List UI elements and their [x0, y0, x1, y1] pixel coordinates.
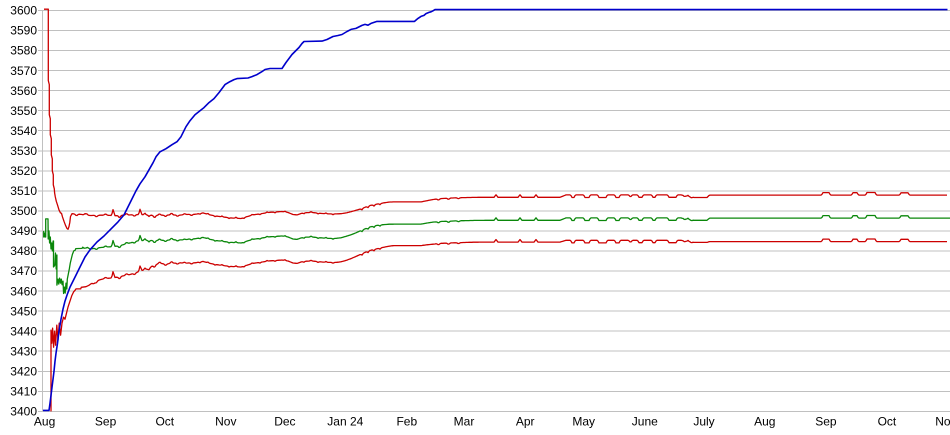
svg-text:3580: 3580: [10, 44, 37, 58]
svg-text:3410: 3410: [10, 385, 37, 399]
svg-text:Aug: Aug: [34, 415, 55, 429]
svg-text:Oct: Oct: [155, 415, 174, 429]
svg-text:Nov: Nov: [215, 415, 236, 429]
svg-text:3530: 3530: [10, 144, 37, 158]
svg-text:Oct: Oct: [878, 415, 897, 429]
svg-text:Sep: Sep: [815, 415, 837, 429]
svg-text:Mar: Mar: [454, 415, 475, 429]
svg-text:Nov: Nov: [935, 415, 950, 429]
svg-text:Jan 24: Jan 24: [327, 415, 363, 429]
svg-text:3520: 3520: [10, 164, 37, 178]
svg-text:Aug: Aug: [754, 415, 775, 429]
svg-text:July: July: [693, 415, 714, 429]
svg-text:Apr: Apr: [516, 415, 535, 429]
svg-text:Sep: Sep: [95, 415, 117, 429]
svg-text:3420: 3420: [10, 365, 37, 379]
svg-text:3560: 3560: [10, 84, 37, 98]
svg-text:3450: 3450: [10, 304, 37, 318]
svg-text:Feb: Feb: [396, 415, 417, 429]
svg-text:3460: 3460: [10, 284, 37, 298]
svg-text:3510: 3510: [10, 184, 37, 198]
svg-text:3440: 3440: [10, 324, 37, 338]
svg-text:June: June: [632, 415, 658, 429]
svg-text:3540: 3540: [10, 124, 37, 138]
svg-text:3590: 3590: [10, 24, 37, 38]
svg-text:3500: 3500: [10, 204, 37, 218]
svg-text:Dec: Dec: [274, 415, 295, 429]
svg-text:3480: 3480: [10, 244, 37, 258]
svg-text:3570: 3570: [10, 64, 37, 78]
svg-text:3400: 3400: [10, 405, 37, 419]
svg-text:3490: 3490: [10, 224, 37, 238]
svg-text:3430: 3430: [10, 344, 37, 358]
svg-text:3600: 3600: [10, 4, 37, 18]
svg-text:3470: 3470: [10, 264, 37, 278]
svg-text:3550: 3550: [10, 104, 37, 118]
svg-text:May: May: [572, 415, 595, 429]
